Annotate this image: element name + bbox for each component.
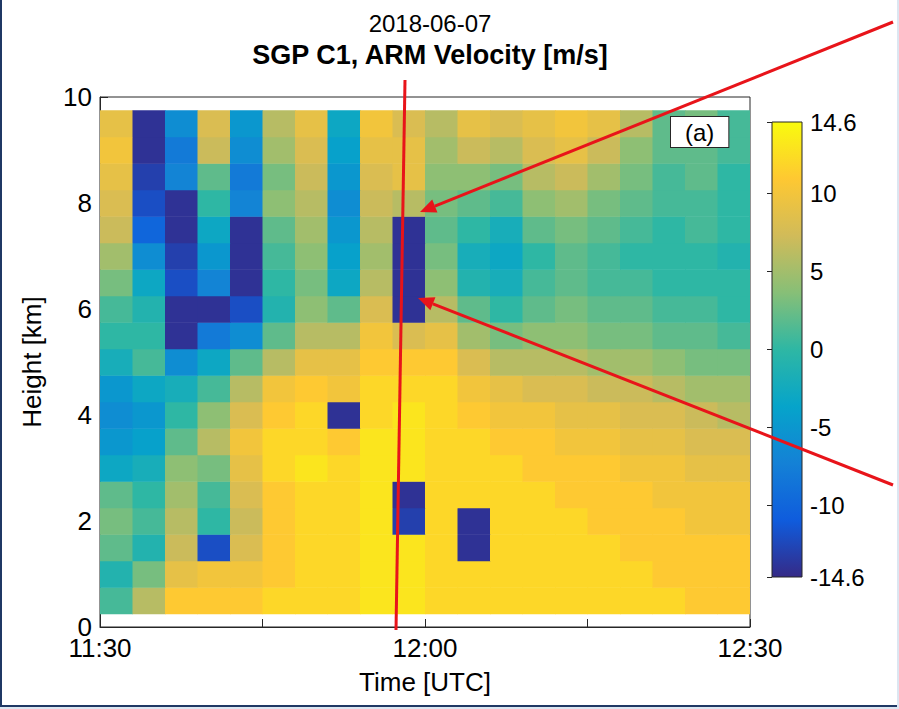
svg-text:11:30: 11:30 (68, 633, 131, 663)
svg-text:(a): (a) (685, 119, 714, 146)
svg-text:-10: -10 (810, 492, 845, 519)
svg-text:-5: -5 (810, 414, 831, 441)
svg-text:2: 2 (78, 506, 92, 536)
svg-text:8: 8 (78, 188, 92, 218)
svg-text:Time [UTC]: Time [UTC] (359, 667, 491, 697)
svg-text:Height [km]: Height [km] (17, 296, 47, 428)
svg-text:10: 10 (63, 82, 92, 112)
svg-text:6: 6 (78, 294, 92, 324)
svg-text:-14.6: -14.6 (810, 564, 865, 591)
svg-text:4: 4 (78, 400, 92, 430)
svg-text:0: 0 (77, 612, 92, 642)
svg-text:12:00: 12:00 (392, 633, 457, 663)
svg-text:2018-06-07: 2018-06-07 (369, 10, 492, 37)
svg-text:10: 10 (810, 180, 837, 207)
svg-text:14.6: 14.6 (810, 109, 857, 136)
svg-text:0: 0 (810, 336, 823, 363)
svg-text:12:30: 12:30 (717, 633, 782, 663)
svg-text:SGP C1, ARM Velocity [m/s]: SGP C1, ARM Velocity [m/s] (252, 40, 608, 70)
svg-text:5: 5 (810, 258, 823, 285)
